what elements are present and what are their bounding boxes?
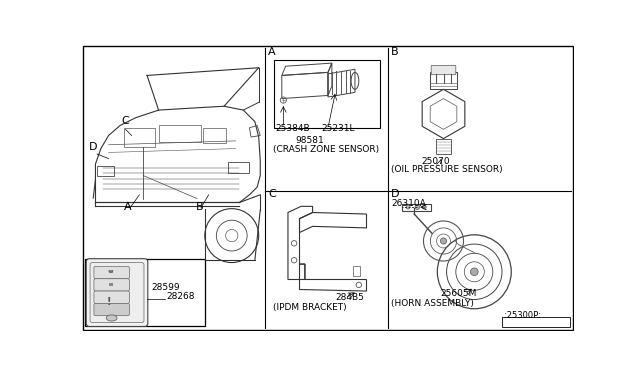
Text: D: D [391, 189, 399, 199]
Bar [86, 259, 205, 327]
Text: 25231L: 25231L [322, 124, 355, 133]
FancyBboxPatch shape [94, 291, 129, 303]
Bar [402, 204, 431, 211]
Bar [97, 166, 114, 176]
Text: A: A [124, 202, 132, 212]
Text: C: C [122, 116, 129, 126]
Text: (OIL PRESSURE SENSOR): (OIL PRESSURE SENSOR) [391, 165, 503, 174]
Text: :25300P:: :25300P: [504, 311, 541, 320]
Circle shape [470, 268, 478, 276]
Text: 25605M: 25605M [441, 289, 477, 298]
Text: (IPDM BRACKET): (IPDM BRACKET) [273, 302, 346, 311]
Text: 284B5: 284B5 [336, 293, 365, 302]
Text: 98581: 98581 [296, 136, 324, 145]
Text: A: A [268, 46, 276, 57]
Circle shape [415, 205, 420, 209]
Bar [502, 317, 570, 327]
Bar [228, 163, 250, 173]
Text: 25384B: 25384B [276, 124, 310, 133]
Text: 25070: 25070 [422, 157, 450, 166]
Text: !: ! [107, 297, 111, 307]
Circle shape [440, 238, 447, 244]
Bar [124, 128, 155, 147]
Circle shape [422, 205, 426, 209]
Bar [204, 128, 227, 143]
Text: (HORN ASSEMBLY): (HORN ASSEMBLY) [391, 299, 474, 308]
Bar [109, 270, 113, 273]
Ellipse shape [106, 315, 117, 321]
Text: 26310A: 26310A [391, 199, 426, 208]
Bar [353, 266, 360, 276]
FancyBboxPatch shape [94, 279, 129, 291]
Text: (CRASH ZONE SENSOR): (CRASH ZONE SENSOR) [273, 145, 379, 154]
Text: D: D [90, 142, 98, 152]
Bar [436, 139, 451, 154]
FancyBboxPatch shape [431, 65, 456, 75]
Text: C: C [268, 189, 276, 199]
Text: 28599: 28599 [151, 282, 180, 292]
Bar [159, 125, 201, 142]
Text: B: B [391, 46, 399, 57]
FancyBboxPatch shape [94, 303, 129, 316]
Text: B: B [196, 202, 203, 212]
FancyBboxPatch shape [90, 263, 144, 323]
Bar [274, 60, 380, 128]
FancyBboxPatch shape [94, 266, 129, 279]
FancyBboxPatch shape [86, 259, 148, 327]
Circle shape [406, 205, 410, 209]
Bar [109, 283, 113, 286]
Text: 28268: 28268 [166, 292, 195, 301]
